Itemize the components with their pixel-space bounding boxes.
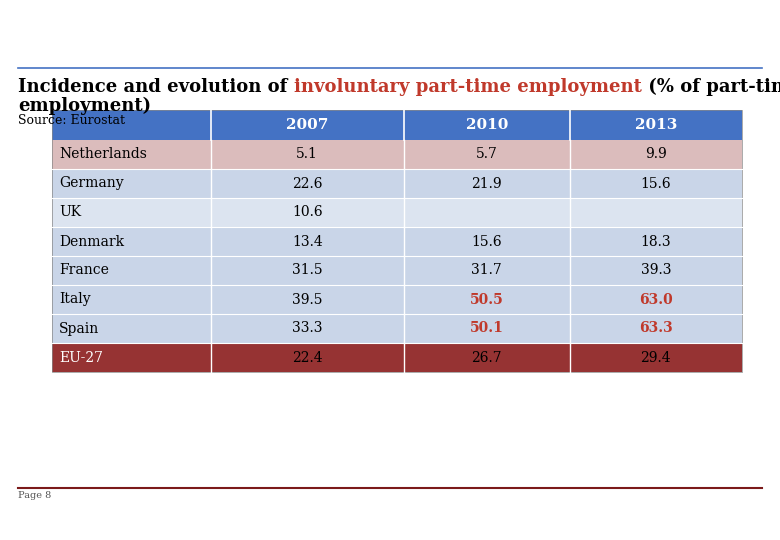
Text: 39.5: 39.5 xyxy=(292,293,323,307)
Text: 21.9: 21.9 xyxy=(471,177,502,191)
Bar xyxy=(52,110,742,140)
Text: 29.4: 29.4 xyxy=(640,350,671,365)
Text: Germany: Germany xyxy=(59,177,123,191)
Text: 50.1: 50.1 xyxy=(470,321,504,335)
Text: 15.6: 15.6 xyxy=(471,234,502,248)
Text: Incidence and evolution of: Incidence and evolution of xyxy=(18,78,293,96)
Text: (% of part-time: (% of part-time xyxy=(641,78,780,96)
Text: 15.6: 15.6 xyxy=(640,177,671,191)
Text: 2007: 2007 xyxy=(286,118,328,132)
Text: 22.4: 22.4 xyxy=(292,350,323,365)
Text: 63.0: 63.0 xyxy=(639,293,672,307)
Text: 5.7: 5.7 xyxy=(476,147,498,161)
Text: 5.1: 5.1 xyxy=(296,147,318,161)
Text: 33.3: 33.3 xyxy=(292,321,323,335)
Bar xyxy=(52,198,742,227)
Text: Denmark: Denmark xyxy=(59,234,124,248)
Text: Source: Eurostat: Source: Eurostat xyxy=(18,114,125,127)
Text: 2010: 2010 xyxy=(466,118,508,132)
Bar xyxy=(52,285,742,314)
Bar xyxy=(52,343,742,372)
Text: UK: UK xyxy=(59,206,81,219)
Text: 9.9: 9.9 xyxy=(645,147,667,161)
Text: 2013: 2013 xyxy=(635,118,677,132)
Text: 18.3: 18.3 xyxy=(640,234,671,248)
Text: Spain: Spain xyxy=(59,321,99,335)
Bar xyxy=(52,227,742,256)
Bar xyxy=(52,256,742,285)
Bar xyxy=(52,169,742,198)
Bar xyxy=(52,314,742,343)
Text: 26.7: 26.7 xyxy=(471,350,502,365)
Text: France: France xyxy=(59,264,109,278)
Text: 39.3: 39.3 xyxy=(640,264,671,278)
Text: Page 8: Page 8 xyxy=(18,491,51,500)
Text: Netherlands: Netherlands xyxy=(59,147,147,161)
Text: 10.6: 10.6 xyxy=(292,206,323,219)
Text: employment): employment) xyxy=(18,97,151,115)
Bar xyxy=(52,140,742,169)
Text: 22.6: 22.6 xyxy=(292,177,323,191)
Bar xyxy=(52,110,742,372)
Text: 13.4: 13.4 xyxy=(292,234,323,248)
Text: 31.7: 31.7 xyxy=(471,264,502,278)
Text: EU-27: EU-27 xyxy=(59,350,103,365)
Text: 31.5: 31.5 xyxy=(292,264,323,278)
Text: 63.3: 63.3 xyxy=(639,321,672,335)
Text: 50.5: 50.5 xyxy=(470,293,504,307)
Text: Italy: Italy xyxy=(59,293,90,307)
Text: involuntary part-time employment: involuntary part-time employment xyxy=(293,78,641,96)
